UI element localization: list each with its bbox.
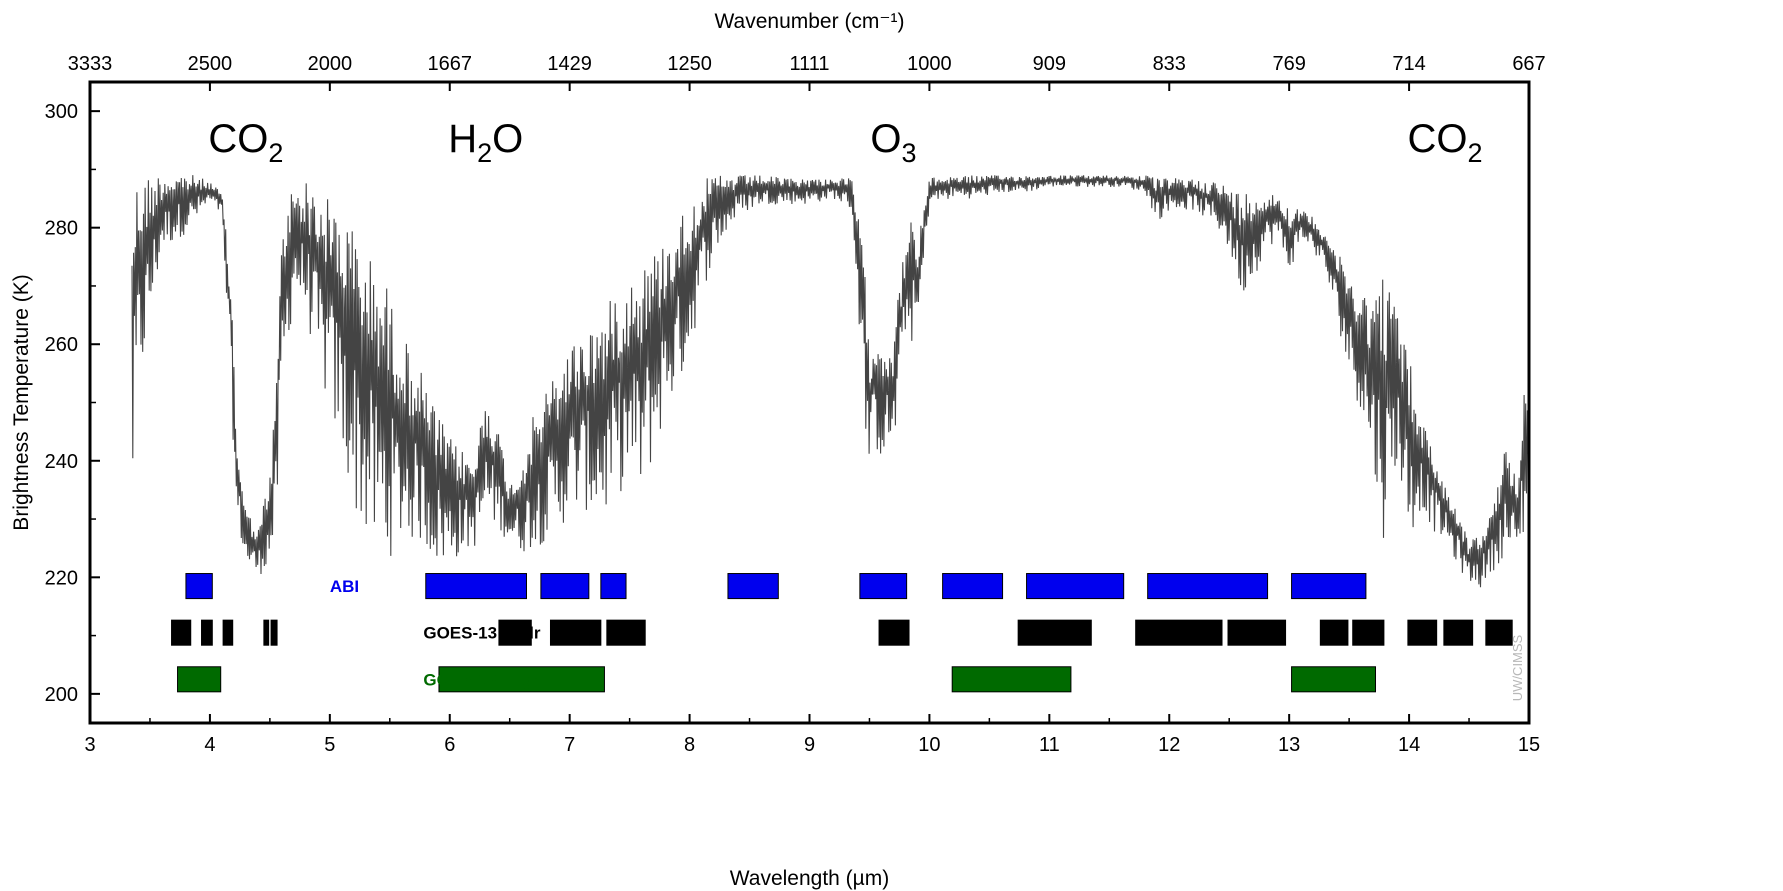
top-tick-label: 1429 [547,53,592,75]
x-tick-label: 3 [84,734,95,756]
spectrum-line [131,175,1530,588]
x-tick-label: 13 [1278,734,1300,756]
x-tick-label: 15 [1518,734,1540,756]
x-tick-label: 11 [1039,734,1060,756]
band-bar-goes-13-sndr [1443,619,1474,646]
instrument-label-abi: ABI [330,577,359,596]
plot-frame [88,80,1531,725]
instrument-bands [171,573,1513,693]
top-tick-label: 2000 [308,53,353,75]
top-tick-label: 3333 [68,53,113,75]
band-bar-goes-13-sndr [1135,619,1223,646]
band-bar-goes-13-sndr [1227,619,1287,646]
band-bar-goes-13-sndr [270,619,278,646]
y-tick-label: 260 [45,334,78,356]
y-tick-label: 200 [45,684,78,706]
band-bar-abi [185,573,213,600]
x-tick-label: 6 [444,734,455,756]
credit-watermark: UW/CIMSS [1510,634,1525,701]
top-tick-label: 909 [1033,53,1066,75]
band-bar-goes-13-sndr [1017,619,1092,646]
band-bar-goes-13-sndr [1319,619,1349,646]
instrument-label-goes-13-imgr: GOES-13 Imgr [423,670,539,689]
band-bar-goes-13-sndr [498,619,532,646]
instrument-label-goes-13-sndr: GOES-13 Sndr [423,624,541,643]
band-bar-abi [540,573,590,600]
top-tick-label: 667 [1512,53,1545,75]
band-bar-goes-13-sndr [1407,619,1438,646]
y-axis-ticks: 200 220 240 260 280 300 [45,101,100,706]
band-bar-goes-13-sndr [549,619,602,646]
y-tick-label: 280 [45,218,78,240]
band-bar-abi [425,573,527,600]
x-tick-label: 5 [324,734,335,756]
x-tick-label: 4 [204,734,215,756]
top-tick-label: 714 [1392,53,1425,75]
x-tick-label: 9 [804,734,815,756]
x-tick-label: 12 [1158,734,1180,756]
x-tick-label: 10 [918,734,940,756]
band-bar-abi [600,573,627,600]
y-tick-label: 300 [45,101,78,123]
band-bar-goes-13-sndr [606,619,646,646]
y-tick-label: 240 [45,451,78,473]
band-bar-goes-13-sndr [878,619,910,646]
top-tick-label: 769 [1272,53,1305,75]
band-bar-abi [727,573,779,600]
top-tick-label: 833 [1153,53,1186,75]
y-tick-label: 220 [45,567,78,589]
top-tick-label: 1000 [907,53,952,75]
top-axis-title: Wavenumber (cm⁻¹) [715,10,905,33]
band-bar-goes-13-sndr [201,619,213,646]
absorber-label: O3 [870,117,916,168]
band-bar-abi [859,573,908,600]
band-bar-goes-13-imgr [1291,666,1377,693]
band-bar-abi [1026,573,1125,600]
band-bar-goes-13-sndr [1352,619,1385,646]
absorber-label: CO2 [208,117,283,168]
absorber-label: H2O [448,117,523,168]
band-bar-goes-13-sndr [171,619,192,646]
top-tick-label: 1250 [667,53,712,75]
x-axis-title: Wavelength (µm) [730,867,890,890]
x-tick-label: 8 [684,734,695,756]
top-axis-ticks: 3333 2500 2000 1667 1429 1250 1111 1000 909 833 76… [68,53,1546,91]
absorber-annotations: CO2 H2O O3 CO2 [208,117,1482,168]
absorber-label: CO2 [1408,117,1483,168]
band-bar-goes-13-sndr [263,619,270,646]
band-bar-abi [1291,573,1367,600]
x-axis-ticks: 3 4 5 6 7 8 9 10 11 12 13 14 15 [84,714,1540,756]
instrument-labels: ABI GOES-13 Sndr GOES-13 Imgr [330,577,541,689]
band-bar-goes-13-sndr [222,619,234,646]
band-bar-goes-13-sndr [1485,619,1513,646]
band-bar-goes-13-imgr [177,666,222,693]
y-axis-title: Brightness Temperature (K) [10,274,33,530]
x-tick-label: 14 [1398,734,1420,756]
top-tick-label: 2500 [188,53,233,75]
top-tick-label: 1667 [428,53,473,75]
band-bar-abi [1147,573,1269,600]
top-tick-label: 1111 [789,53,829,75]
band-bar-goes-13-imgr [951,666,1072,693]
band-bar-goes-13-imgr [438,666,605,693]
x-tick-label: 7 [564,734,575,756]
brightness-temperature-curve [131,175,1530,588]
band-bar-abi [942,573,1004,600]
